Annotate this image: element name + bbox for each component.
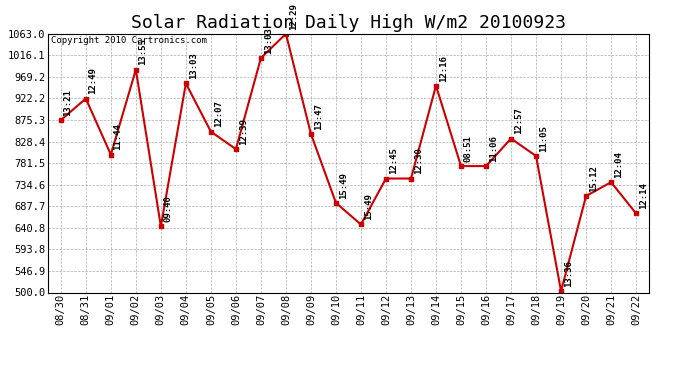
Text: 09:40: 09:40 <box>164 195 172 222</box>
Text: 13:03: 13:03 <box>264 27 273 54</box>
Text: 15:49: 15:49 <box>364 194 373 220</box>
Text: 12:30: 12:30 <box>414 147 423 174</box>
Title: Solar Radiation Daily High W/m2 20100923: Solar Radiation Daily High W/m2 20100923 <box>131 14 566 32</box>
Text: 13:03: 13:03 <box>188 53 197 79</box>
Text: 13:47: 13:47 <box>314 103 323 130</box>
Text: 12:49: 12:49 <box>88 68 97 94</box>
Text: 12:45: 12:45 <box>388 147 397 174</box>
Text: 12:14: 12:14 <box>639 182 648 209</box>
Text: Copyright 2010 Cartronics.com: Copyright 2010 Cartronics.com <box>51 36 207 45</box>
Text: 13:21: 13:21 <box>63 89 72 116</box>
Text: 12:07: 12:07 <box>214 100 223 128</box>
Text: 11:06: 11:06 <box>489 135 497 162</box>
Text: 08:51: 08:51 <box>464 135 473 162</box>
Text: 13:36: 13:36 <box>564 260 573 287</box>
Text: 15:49: 15:49 <box>339 172 348 199</box>
Text: 12:16: 12:16 <box>439 55 448 81</box>
Text: 12:29: 12:29 <box>288 3 297 30</box>
Text: 15:12: 15:12 <box>589 165 598 192</box>
Text: 13:55: 13:55 <box>139 39 148 65</box>
Text: 11:44: 11:44 <box>114 124 123 150</box>
Text: 12:57: 12:57 <box>514 108 523 134</box>
Text: 11:05: 11:05 <box>539 125 548 152</box>
Text: 12:04: 12:04 <box>614 151 623 178</box>
Text: 12:39: 12:39 <box>239 118 248 145</box>
